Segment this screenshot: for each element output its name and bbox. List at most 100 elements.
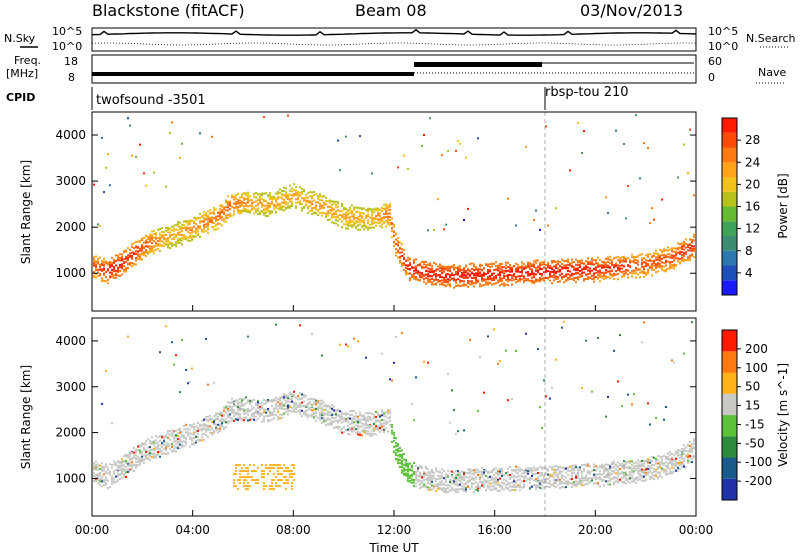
scatter-cell	[113, 268, 115, 271]
scatter-cell	[439, 267, 441, 270]
scatter-cell	[185, 369, 187, 371]
scatter-cell	[517, 280, 519, 283]
scatter-cell	[157, 244, 159, 247]
scatter-cell	[97, 475, 99, 478]
scatter-cell	[355, 412, 357, 415]
scatter-cell	[111, 271, 113, 274]
scatter-cell	[211, 219, 213, 222]
scatter-cell	[401, 463, 403, 466]
scatter-cell	[301, 190, 303, 193]
scatter-cell	[507, 471, 509, 474]
scatter-cell	[655, 249, 657, 252]
scatter-cell	[395, 251, 397, 254]
scatter-cell	[463, 477, 465, 480]
scatter-cell	[115, 273, 117, 276]
scatter-cell	[613, 274, 615, 277]
scatter-cell	[347, 222, 349, 225]
scatter-cell	[437, 470, 439, 473]
scatter-cell	[257, 404, 259, 407]
scatter-cell	[447, 475, 449, 478]
scatter-cell	[623, 474, 625, 477]
scatter-cell	[333, 202, 335, 205]
scatter-cell	[215, 216, 217, 219]
scatter-cell	[297, 193, 299, 196]
scatter-cell	[421, 476, 423, 479]
scatter-cell	[491, 471, 493, 474]
scatter-cell	[331, 221, 333, 224]
scatter-cell	[463, 274, 465, 277]
velocity-cell-layer	[93, 318, 695, 516]
scatter-cell	[199, 219, 201, 222]
scatter-cell	[157, 451, 159, 453]
scatter-cell	[239, 205, 241, 208]
scatter-cell	[367, 433, 369, 436]
scatter-cell	[643, 272, 645, 275]
scatter-cell	[339, 218, 341, 220]
scatter-cell	[525, 278, 527, 281]
scatter-cell	[299, 203, 301, 206]
scatter-cell	[671, 254, 673, 257]
scatter-cell	[119, 466, 121, 469]
scatter-cell	[113, 463, 115, 466]
scatter-cell	[363, 207, 365, 210]
scatter-cell	[285, 396, 287, 399]
scatter-cell	[183, 434, 185, 437]
scatter-cell	[519, 279, 521, 282]
scatter-cell	[305, 412, 307, 415]
scatter-cell	[125, 249, 127, 252]
scatter-cell	[559, 487, 561, 490]
scatter-cell	[515, 486, 517, 488]
scatter-cell	[287, 193, 289, 196]
scatter-cell	[357, 210, 359, 213]
scatter-cell	[389, 224, 391, 226]
scatter-cell	[593, 482, 595, 485]
scatter-cell	[419, 276, 421, 278]
scatter-cell	[603, 476, 605, 479]
scatter-cell	[365, 224, 367, 227]
scatter-cell	[579, 263, 581, 266]
scatter-cell	[437, 268, 439, 271]
scatter-cell	[659, 262, 661, 265]
scatter-cell	[661, 257, 663, 260]
scatter-cell	[291, 190, 293, 193]
scatter-cell	[215, 412, 217, 415]
scatter-cell	[313, 191, 315, 193]
scatter-cell	[555, 481, 557, 484]
scatter-cell	[137, 255, 139, 258]
scatter-cell	[229, 416, 231, 419]
scatter-cell	[303, 197, 305, 200]
scatter-cell	[339, 426, 341, 429]
scatter-cell	[127, 117, 129, 120]
scatter-cell	[429, 477, 431, 480]
scatter-cell	[615, 476, 617, 479]
scatter-cell	[425, 467, 427, 470]
scatter-cell	[281, 413, 283, 416]
scatter-cell	[573, 279, 575, 282]
scatter-cell	[517, 485, 519, 488]
scatter-cell	[641, 263, 643, 266]
scatter-cell	[415, 465, 417, 468]
scatter-cell	[635, 276, 637, 279]
scatter-cell	[315, 207, 317, 210]
scatter-cell	[371, 208, 373, 211]
scatter-cell	[167, 226, 169, 229]
scatter-cell	[521, 472, 523, 475]
scatter-cell	[473, 473, 475, 476]
scatter-cell	[599, 259, 601, 261]
scatter-cell	[689, 249, 691, 252]
scatter-cell	[431, 269, 433, 272]
scatter-cell	[371, 429, 373, 432]
scatter-cell	[157, 436, 159, 439]
scatter-cell	[353, 214, 355, 217]
scatter-cell	[97, 465, 99, 468]
scatter-cell	[627, 467, 629, 470]
scatter-cell	[441, 480, 443, 483]
scatter-cell	[139, 458, 141, 461]
scatter-cell	[537, 265, 539, 268]
scatter-cell	[269, 198, 271, 201]
scatter-cell	[419, 263, 421, 266]
scatter-cell	[145, 443, 147, 446]
scatter-cell	[101, 480, 103, 483]
scatter-cell	[291, 406, 293, 409]
scatter-cell	[369, 432, 371, 435]
